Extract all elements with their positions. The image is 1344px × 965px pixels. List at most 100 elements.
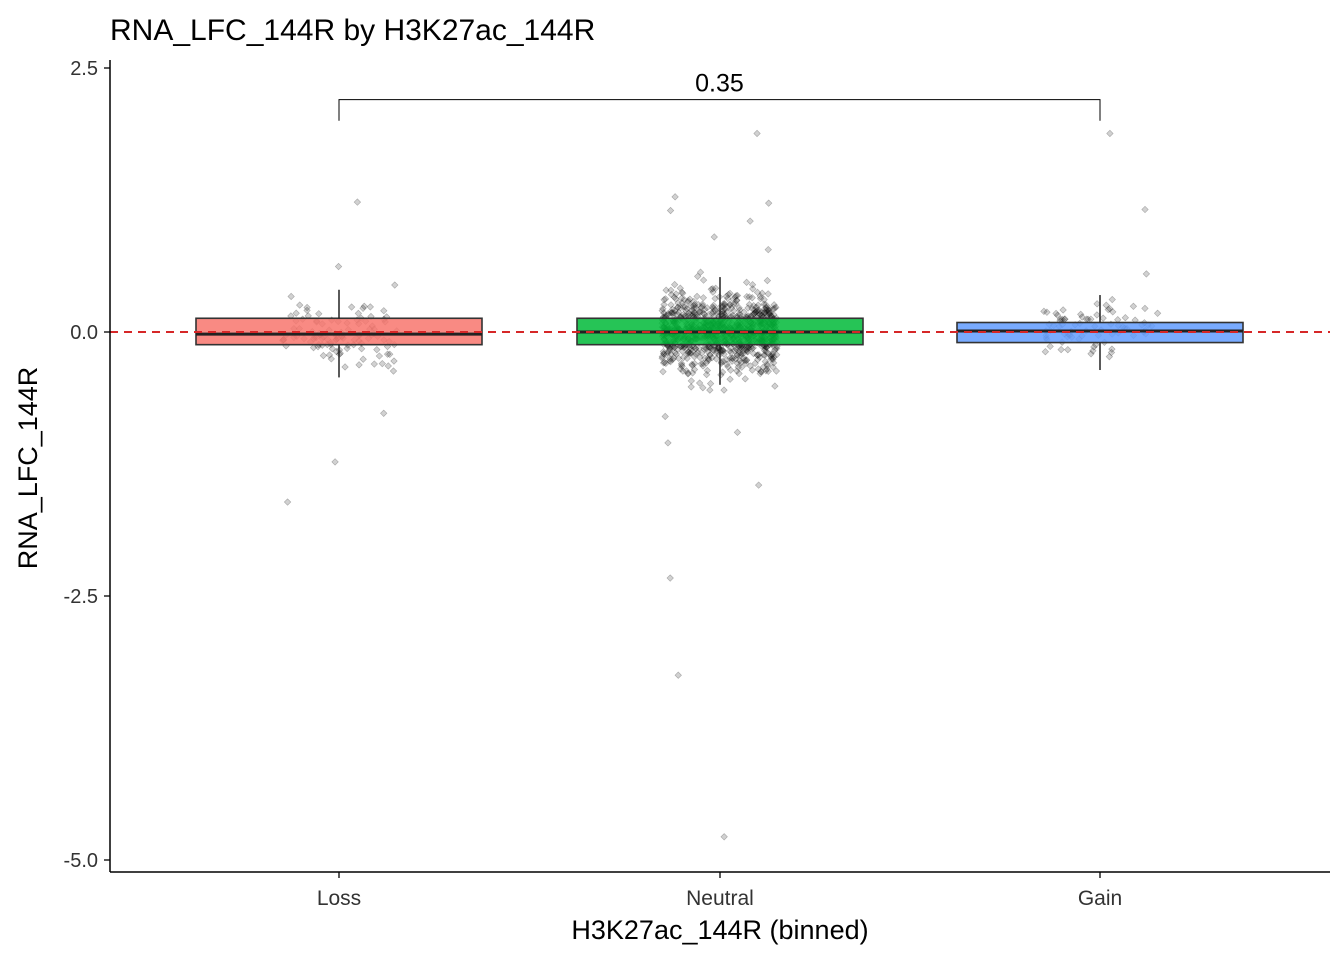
y-tick-label: 2.5 (70, 58, 98, 80)
data-point (681, 303, 689, 311)
data-point (666, 347, 674, 355)
data-point (319, 351, 328, 360)
data-point (745, 300, 754, 309)
data-point (705, 355, 713, 363)
data-point (758, 311, 766, 320)
data-point (687, 349, 696, 357)
data-point (1040, 307, 1048, 316)
data-point (733, 296, 741, 305)
data-point (697, 303, 706, 312)
data-point (686, 343, 694, 351)
data-point (728, 357, 736, 365)
data-point (670, 280, 679, 289)
data-point (683, 350, 692, 358)
x-tick-label: Neutral (686, 887, 754, 910)
data-point (670, 293, 679, 301)
data-point (690, 308, 698, 316)
data-point (687, 302, 695, 311)
data-point (762, 367, 770, 375)
data-point (677, 361, 686, 369)
data-point (751, 308, 760, 317)
data-point (742, 356, 751, 364)
data-point (679, 302, 687, 311)
data-point (763, 276, 772, 285)
data-point (762, 309, 770, 317)
data-point (764, 309, 773, 317)
outlier-point (1106, 129, 1114, 138)
data-point (688, 307, 696, 315)
data-point (296, 301, 304, 309)
data-point (315, 310, 323, 318)
data-point (742, 346, 750, 354)
data-point (674, 308, 683, 316)
data-point (1114, 316, 1122, 324)
data-point (763, 306, 772, 314)
data-point (709, 288, 717, 296)
data-point (706, 379, 715, 388)
data-point (752, 303, 760, 311)
data-point (667, 343, 675, 351)
data-point (744, 344, 753, 352)
data-point (719, 347, 727, 355)
data-point (671, 295, 680, 303)
data-point (678, 299, 686, 307)
data-point (704, 354, 712, 363)
data-point (749, 349, 758, 358)
outlier-point (764, 199, 773, 207)
data-point (726, 300, 734, 309)
data-point (736, 311, 744, 319)
data-point (695, 379, 704, 387)
data-point (733, 296, 741, 304)
data-point (771, 382, 779, 390)
data-point (740, 354, 748, 362)
outlier-point (664, 439, 672, 447)
data-point (727, 348, 735, 357)
outlier-point (753, 129, 761, 138)
axes-layer: 2.5 0.0 -2.5 -5.0 Loss Neutral Gain (64, 58, 1330, 910)
data-point (759, 363, 767, 371)
data-point (751, 359, 759, 368)
data-point (749, 310, 758, 318)
comparison-bracket: 0.35 (338, 70, 1101, 121)
data-point (659, 305, 667, 313)
data-point (676, 365, 685, 373)
data-point (719, 347, 727, 355)
outlier-point (720, 833, 728, 841)
data-point (327, 355, 335, 363)
data-point (756, 292, 765, 301)
data-point (699, 359, 707, 368)
data-point (735, 310, 744, 318)
data-point (742, 356, 750, 365)
outlier-point (674, 671, 682, 679)
data-point (763, 343, 771, 351)
data-point (741, 375, 749, 383)
data-point (661, 295, 670, 303)
data-point (706, 351, 714, 359)
data-point (747, 312, 755, 320)
data-point (720, 386, 728, 394)
data-point (700, 343, 709, 351)
data-point (671, 349, 679, 357)
data-point (660, 296, 668, 304)
outlier-point (710, 233, 718, 241)
data-point (739, 346, 747, 355)
data-point (1093, 311, 1101, 319)
data-point (722, 355, 731, 364)
boxes-layer (195, 277, 1244, 385)
data-point (674, 299, 682, 307)
data-point (740, 308, 748, 316)
outlier-point (331, 458, 339, 466)
data-point (1077, 310, 1085, 319)
data-point (674, 354, 683, 362)
data-point (772, 303, 780, 312)
y-axis-label: RNA_LFC_144R (13, 367, 43, 570)
data-point (744, 348, 752, 356)
x-tick-label: Loss (317, 887, 361, 910)
data-point (767, 353, 775, 361)
data-point (697, 360, 706, 368)
data-point (378, 359, 386, 368)
data-point (733, 351, 742, 359)
data-point (739, 349, 747, 358)
data-point (667, 290, 676, 299)
